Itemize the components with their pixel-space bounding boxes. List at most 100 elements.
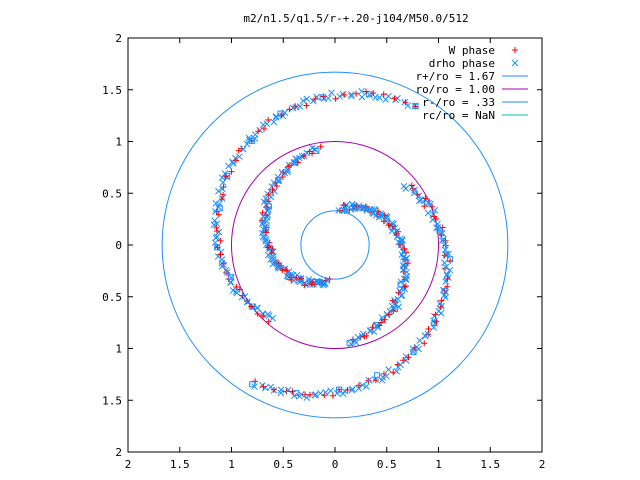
drho-phase-point [413,343,421,351]
w-phase-point [400,357,407,364]
drho-phase-point [431,207,439,214]
drho-phase-point [215,187,222,195]
drho-phase-point [341,387,348,395]
drho-phase-point [225,162,232,170]
drho-phase-point [348,91,355,98]
drho-phase-point [341,203,349,211]
x-tick-label: 0.5 [377,458,397,471]
x-tick-label: 0 [332,458,339,471]
drho-phase-point [441,241,449,249]
w-phase-point [239,292,246,299]
drho-phase-point [379,373,387,381]
w-phase-point [228,168,235,175]
drho-phase-point [272,114,280,121]
drho-phase-point [397,235,404,243]
w-phase-point [220,191,227,198]
legend-label: drho phase [429,57,495,70]
w-phase-point [425,325,432,332]
w-phase-point [279,267,286,274]
w-phase-point [236,286,243,293]
drho-phase-point [253,304,261,312]
circle-2 [161,71,509,419]
w-phase-point [404,260,411,267]
drho-phase-point [372,322,380,330]
drho-phase-point [309,144,316,152]
x-tick-label: 1.5 [480,458,500,471]
w-phase-point [386,311,393,318]
drho-phase-point [424,330,432,338]
drho-phase-point [410,189,418,197]
w-phase-point [408,182,415,189]
drho-phase-point [441,259,448,267]
w-phase-point [286,106,293,113]
y-tick-label: 1.5 [102,394,122,407]
drho-phase-point [222,266,230,274]
drho-phase-point [323,277,331,285]
drho-phase-point [383,372,390,380]
drho-phase-point [297,390,305,398]
drho-phase-point [433,224,440,232]
drho-phase-point [354,333,362,341]
drho-phase-point [348,92,355,100]
drho-phase-point [443,272,451,279]
w-phase-point [254,310,261,317]
drho-phase-point [442,263,450,271]
w-phase-point [306,391,313,398]
drho-phase-point [385,366,392,373]
drho-phase-point [416,337,424,344]
w-phase-point [265,318,272,325]
legend-label: rc/ro = NaN [422,109,495,122]
w-phase-point [265,244,272,251]
w-phase-point [439,224,446,231]
w-phase-point [380,91,387,98]
drho-phase-point [382,96,390,103]
drho-phase-point [313,277,320,285]
w-phase-point [363,88,370,95]
w-phase-point [217,237,224,244]
w-phase-point [273,183,280,190]
drho-phase-point [424,198,431,205]
y-axis: 2 1.5 1 0.5 0 0.5 1 1.5 2 [102,32,542,459]
w-phase-point [344,386,351,393]
w-phase-point [265,191,272,198]
drho-phase-point [365,376,373,384]
drho-phase-point [299,97,307,105]
drho-phase-point [393,233,401,240]
w-phase-point [317,143,324,150]
drho-phase-point [269,314,276,322]
w-phase-point [306,148,313,155]
y-tick-label: 1 [115,343,122,356]
drho-phase-point [445,250,452,258]
w-phase-point [378,319,385,326]
y-tick-label: 1.5 [102,84,122,97]
w-phase-point [263,229,270,236]
drho-phase-point [219,185,226,193]
drho-phase-point [249,381,256,388]
drho-phase-point [212,208,219,215]
drho-phase-point [303,95,311,103]
w-phase-point [263,212,270,219]
w-phase-point [336,207,343,214]
y-tick-label: 2 [115,446,122,459]
w-phase-point [265,198,272,205]
w-phase-point [289,388,296,395]
drho-phase-point [400,182,408,190]
circle-3 [231,141,439,349]
drho-phase-point [417,196,425,204]
drho-phase-point [348,201,356,208]
drho-phase-point [270,179,278,186]
x-tick-label: 2 [125,458,132,471]
drho-phase-point [346,339,353,346]
drho-phase-point [358,93,366,101]
w-phase-point [220,184,227,191]
drho-phase-point [219,179,227,186]
w-phase-point [421,340,428,347]
w-phase-point [341,91,348,98]
legend-label: W phase [449,44,495,57]
drho-phase-point [386,308,394,315]
w-phase-point [248,303,255,310]
w-phase-point [390,307,397,314]
x-tick-label: 1 [435,458,442,471]
reference-circles [161,71,509,419]
